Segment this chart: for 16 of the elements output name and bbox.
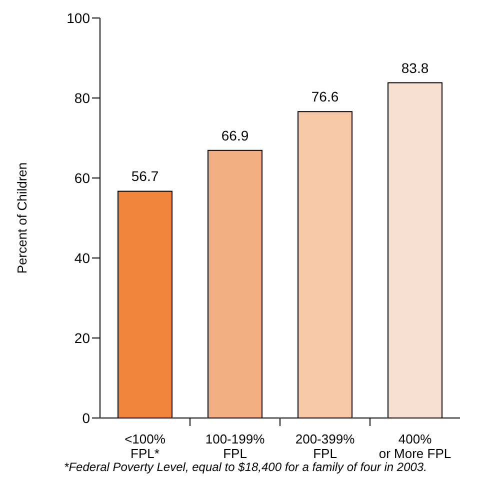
y-tick-label: 20 [74, 330, 90, 346]
data-label: 66.9 [221, 127, 249, 144]
y-axis-title: Percent of Children [14, 162, 30, 274]
y-tick-label: 100 [66, 10, 90, 26]
data-label: 76.6 [311, 88, 339, 105]
y-tick-label: 60 [74, 170, 90, 186]
data-label: 83.8 [401, 60, 429, 76]
x-tick-label: 100-199% FPL [205, 432, 266, 461]
x-tick-label: 400% or More FPL [378, 432, 452, 461]
x-tick-label: 200-399% FPL [295, 432, 356, 461]
y-tick-label: 80 [74, 90, 90, 106]
text: *Federal Poverty Level, equal to $18,400 for a family of four in 2003. [63, 460, 428, 474]
x-tick-label: <100% FPL* [124, 432, 166, 461]
data-label: 56.7 [131, 168, 159, 184]
y-tick-label: 40 [74, 250, 90, 266]
y-tick-label: 0 [82, 410, 90, 426]
